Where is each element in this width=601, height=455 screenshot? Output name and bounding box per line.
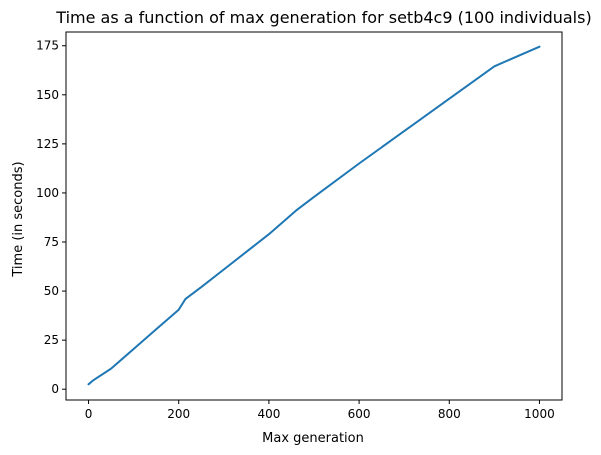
- y-tick-label: 25: [44, 333, 59, 347]
- x-tick-label: 600: [348, 407, 371, 421]
- y-tick-label: 50: [44, 284, 59, 298]
- x-tick-label: 1000: [524, 407, 555, 421]
- plot-area: 0 200 400 600 800 1000 0 25 50 75 100 125 150 175: [36, 31, 563, 421]
- x-tick-label: 200: [167, 407, 190, 421]
- y-tick-label: 175: [36, 39, 59, 53]
- plot-frame: [65, 31, 563, 401]
- x-tick-label: 800: [438, 407, 461, 421]
- x-tick-label: 0: [85, 407, 93, 421]
- y-tick-label: 150: [36, 88, 59, 102]
- chart-title: Time as a function of max generation for…: [55, 8, 591, 27]
- y-tick-label: 125: [36, 137, 59, 151]
- x-tick-label: 400: [257, 407, 280, 421]
- y-tick-label: 0: [51, 382, 59, 396]
- y-axis-label: Time (in seconds): [11, 161, 26, 277]
- y-tick-label: 100: [36, 186, 59, 200]
- y-tick-label: 75: [44, 235, 59, 249]
- series-line-0: [87, 45, 541, 386]
- x-axis-label: Max generation: [262, 431, 364, 446]
